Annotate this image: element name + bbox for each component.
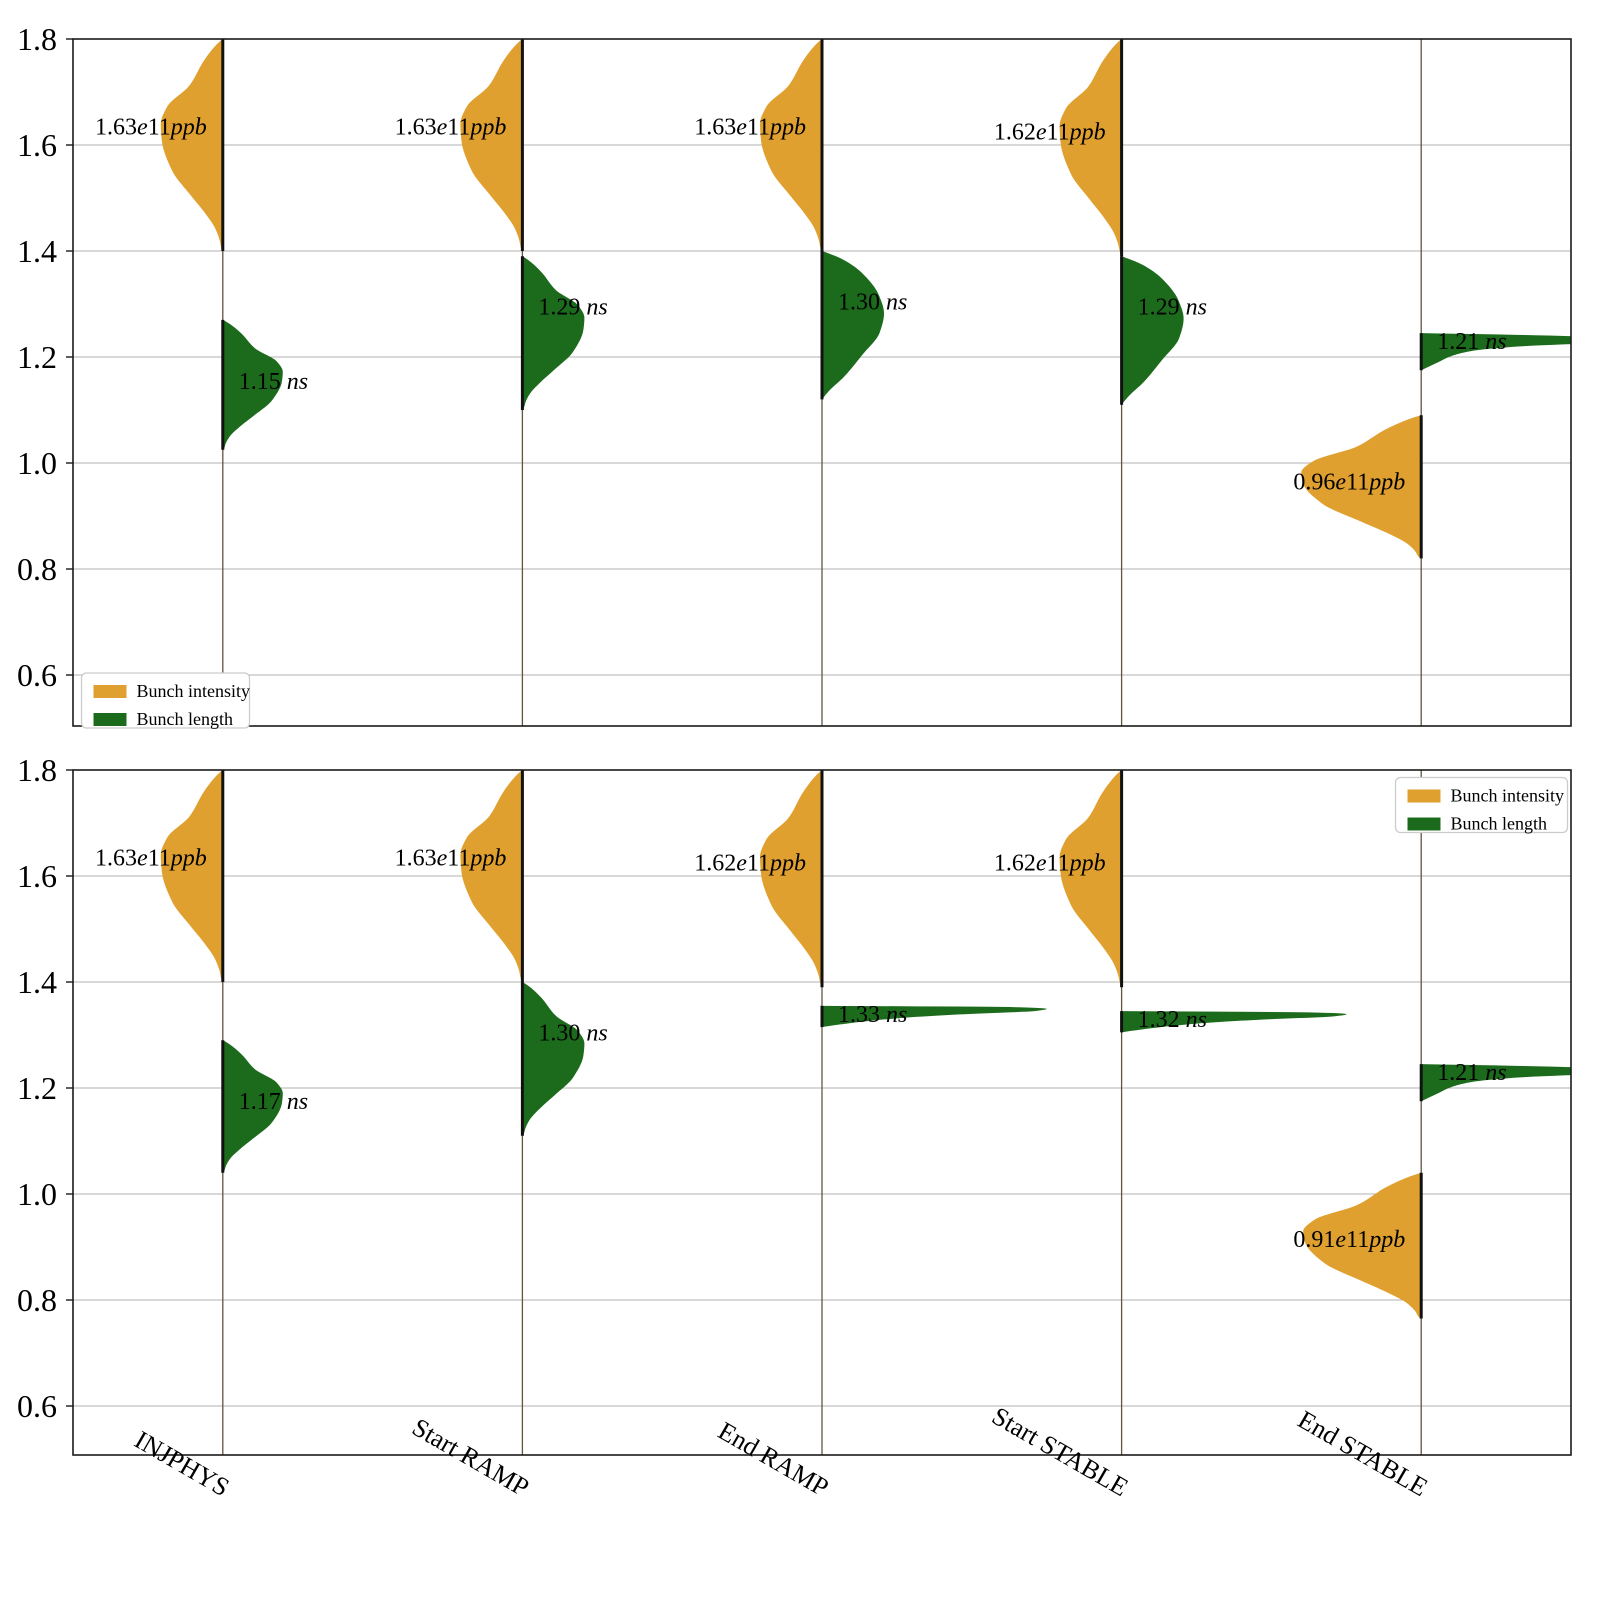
svg-text:1.0: 1.0 (17, 1176, 57, 1212)
svg-text:Bunch intensity: Bunch intensity (137, 681, 251, 701)
svg-text:0.8: 0.8 (17, 551, 57, 587)
svg-text:1.6: 1.6 (17, 127, 57, 163)
svg-text:1.6: 1.6 (17, 858, 57, 894)
svg-text:1.30 ns: 1.30 ns (538, 1020, 607, 1046)
svg-text:1.62e11ppb: 1.62e11ppb (994, 120, 1106, 146)
svg-text:0.96e11ppb: 0.96e11ppb (1293, 470, 1405, 496)
svg-text:1.62e11ppb: 1.62e11ppb (994, 851, 1106, 877)
svg-text:0.8: 0.8 (17, 1282, 57, 1318)
svg-text:0.6: 0.6 (17, 657, 57, 693)
svg-text:1.2: 1.2 (17, 339, 57, 375)
svg-text:Bunch intensity: Bunch intensity (1451, 786, 1565, 806)
svg-text:0.6: 0.6 (17, 1388, 57, 1424)
svg-text:Bunch length: Bunch length (137, 709, 234, 729)
svg-text:1.4: 1.4 (17, 964, 57, 1000)
svg-text:1.63e11ppb: 1.63e11ppb (395, 845, 507, 871)
svg-text:1.8: 1.8 (17, 21, 57, 57)
svg-text:0.91e11ppb: 0.91e11ppb (1293, 1227, 1405, 1253)
svg-text:1.29 ns: 1.29 ns (1138, 295, 1207, 321)
svg-text:1.33 ns: 1.33 ns (838, 1002, 907, 1028)
svg-text:1.30 ns: 1.30 ns (838, 289, 907, 315)
svg-text:1.62e11ppb: 1.62e11ppb (694, 851, 806, 877)
svg-text:1.63e11ppb: 1.63e11ppb (95, 845, 207, 871)
svg-text:1.21 ns: 1.21 ns (1437, 1060, 1506, 1086)
svg-text:1.21 ns: 1.21 ns (1437, 329, 1506, 355)
svg-text:1.63e11ppb: 1.63e11ppb (395, 114, 507, 140)
svg-text:1.15 ns: 1.15 ns (239, 369, 308, 395)
svg-text:Bunch length: Bunch length (1451, 814, 1548, 834)
svg-text:1.29 ns: 1.29 ns (538, 295, 607, 321)
svg-text:1.0: 1.0 (17, 445, 57, 481)
svg-text:1.17 ns: 1.17 ns (239, 1089, 308, 1115)
svg-text:1.63e11ppb: 1.63e11ppb (694, 114, 806, 140)
svg-text:1.2: 1.2 (17, 1070, 57, 1106)
svg-text:1.8: 1.8 (17, 752, 57, 788)
svg-text:1.63e11ppb: 1.63e11ppb (95, 114, 207, 140)
svg-text:1.4: 1.4 (17, 233, 57, 269)
svg-text:1.32 ns: 1.32 ns (1138, 1007, 1207, 1033)
